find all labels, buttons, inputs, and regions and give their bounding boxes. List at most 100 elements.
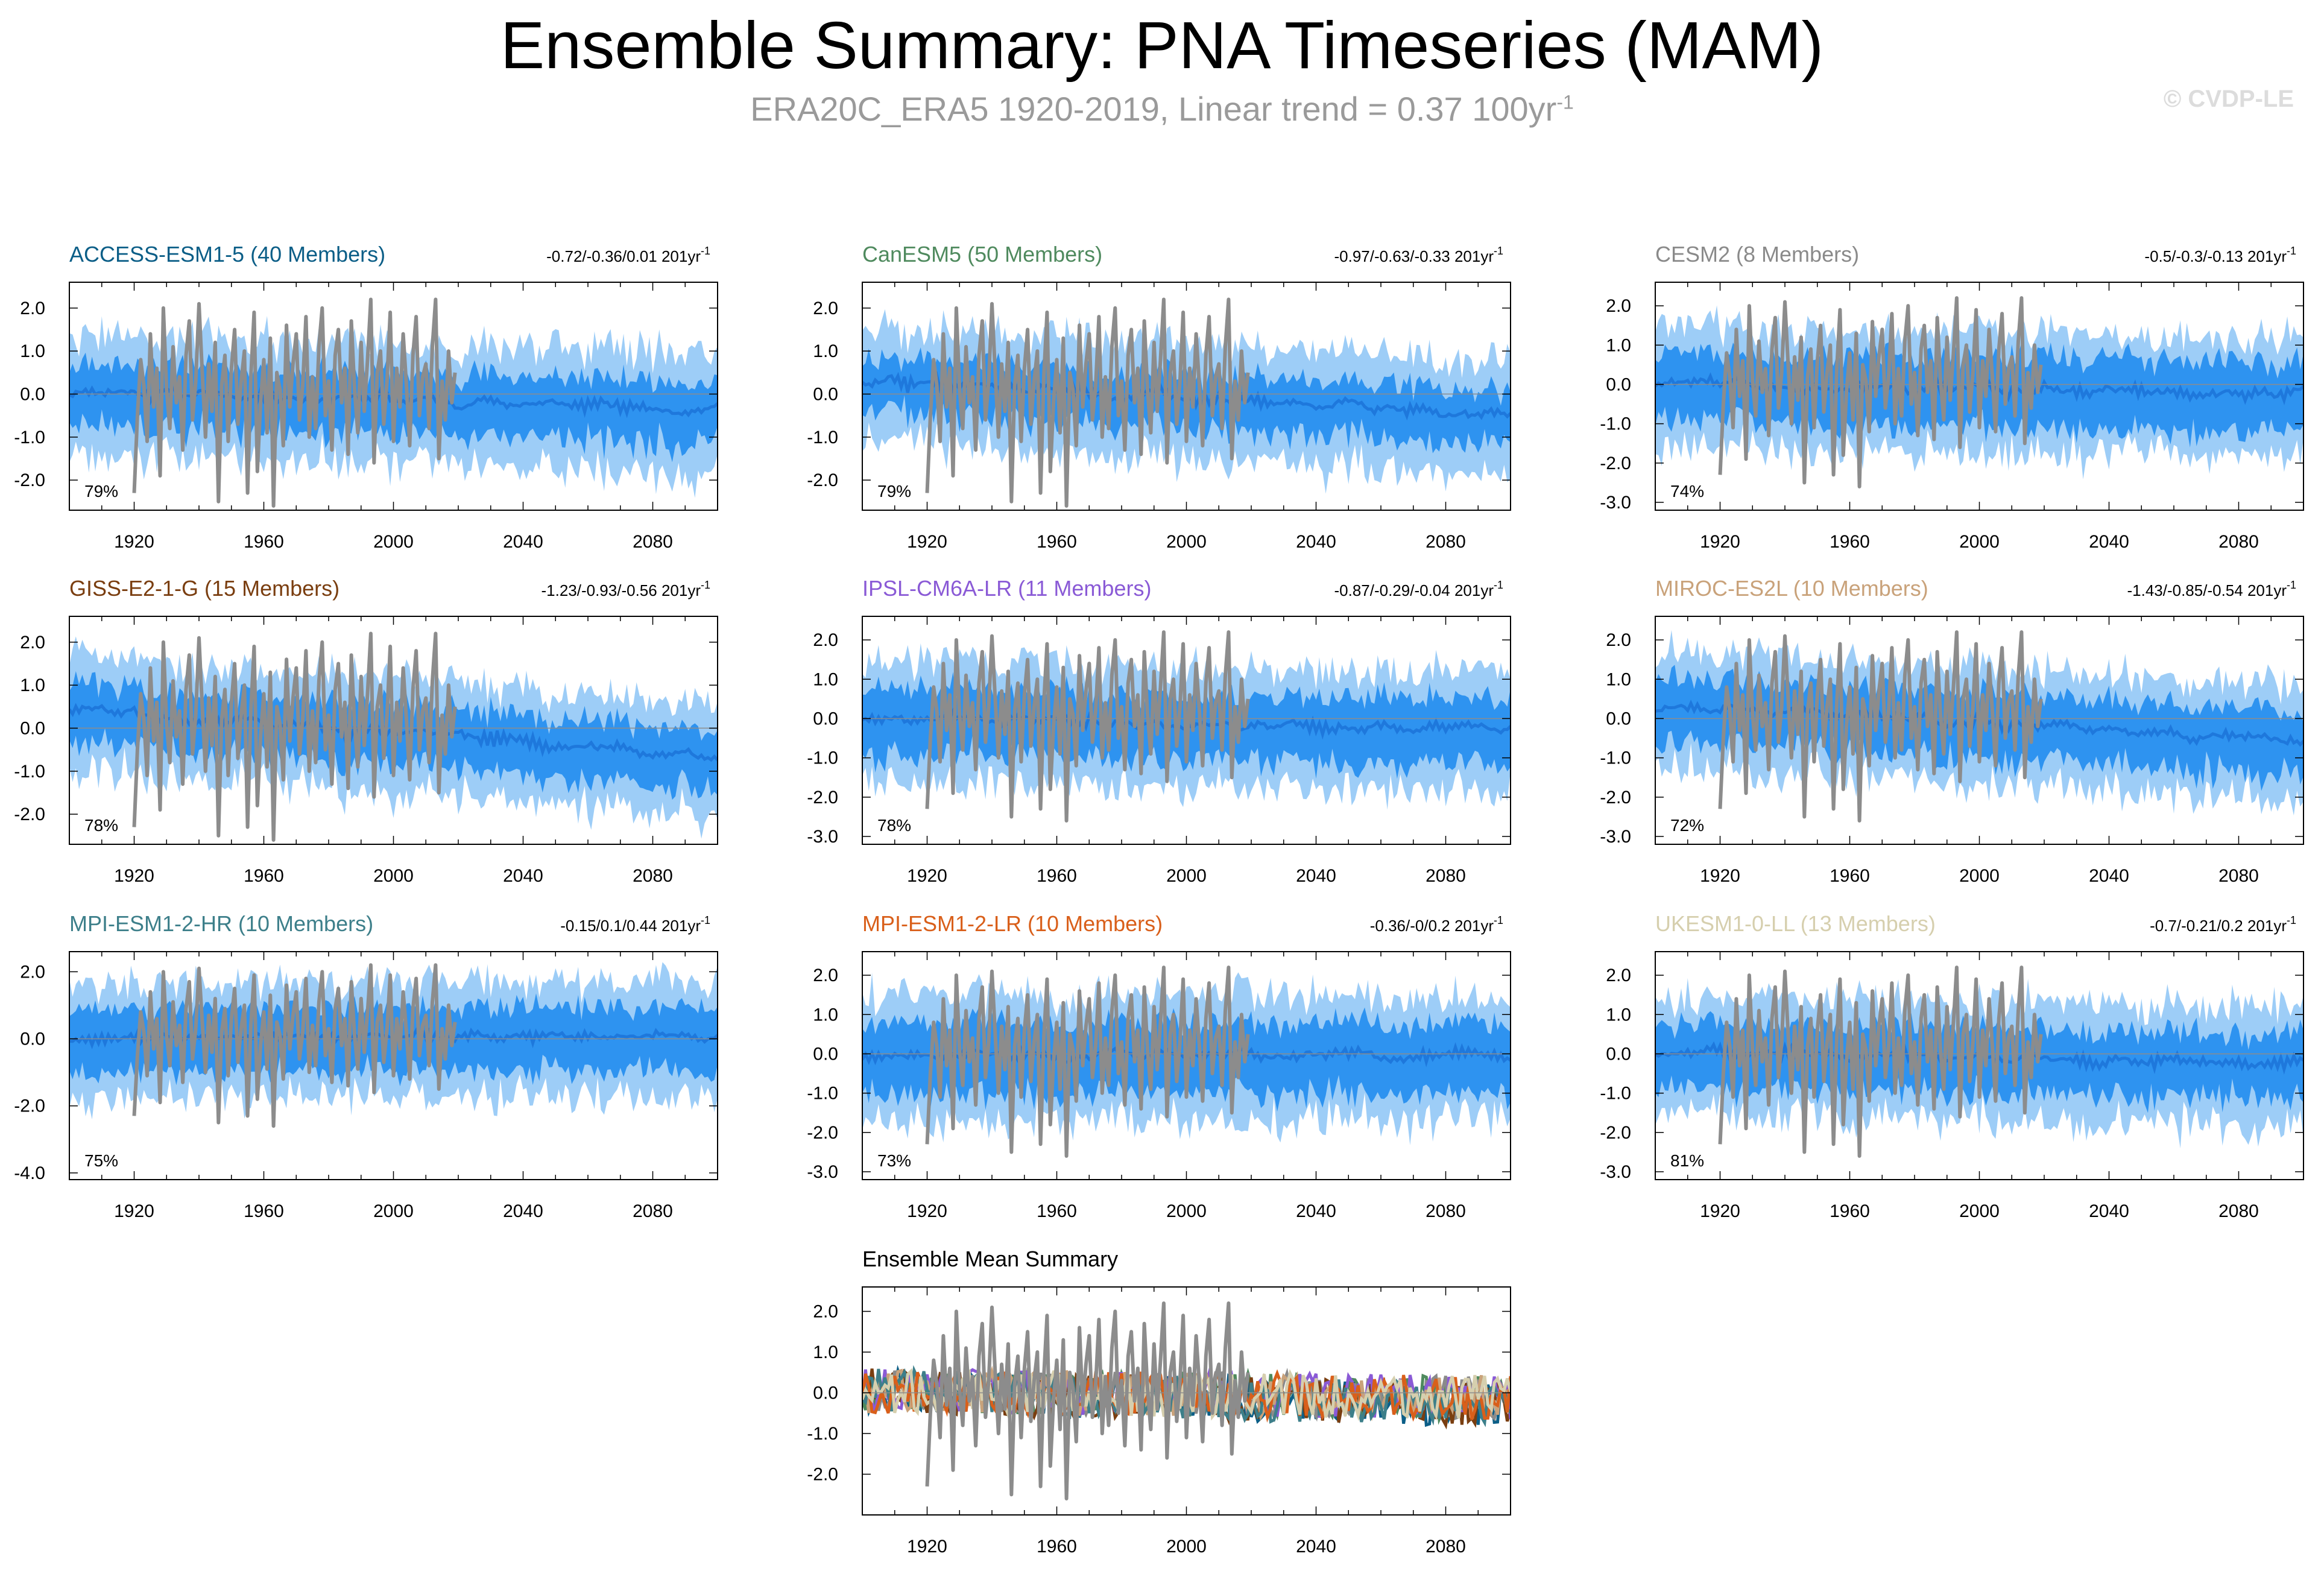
y-tick-label: -1.0 bbox=[1600, 1084, 1631, 1104]
x-tick-label: 1960 bbox=[1037, 866, 1077, 886]
panel-0: ACCESS-ESM1-5 (40 Members) -0.72/-0.36/0.… bbox=[14, 242, 718, 552]
y-tick-label: 0.0 bbox=[813, 384, 838, 404]
x-tick-label: 1920 bbox=[114, 532, 154, 552]
y-tick-label: 2.0 bbox=[813, 299, 838, 318]
trend-superscript: -1 bbox=[701, 245, 710, 257]
x-tick-label: 1960 bbox=[1037, 532, 1077, 552]
panel-title: MIROC-ES2L (10 Members) bbox=[1655, 576, 1928, 601]
x-tick-label: 2080 bbox=[1426, 1537, 1466, 1557]
x-tick-label: 2000 bbox=[1166, 866, 1207, 886]
plot-area bbox=[862, 297, 1511, 508]
x-tick-label: 1960 bbox=[244, 866, 284, 886]
y-tick-label: 1.0 bbox=[1606, 669, 1631, 689]
percent-label: 73% bbox=[877, 1151, 911, 1170]
observation-line bbox=[132, 297, 457, 508]
percent-label: 79% bbox=[877, 482, 911, 501]
x-tick-label: 1920 bbox=[1700, 866, 1740, 886]
y-tick-label: -1.0 bbox=[14, 428, 45, 447]
trend-label: -0.97/-0.63/-0.33 201yr-1 bbox=[1334, 245, 1503, 265]
y-tick-label: -2.0 bbox=[14, 804, 45, 824]
y-tick-label: 0.0 bbox=[1606, 375, 1631, 394]
y-tick-label: -2.0 bbox=[1600, 788, 1631, 808]
panel-7: MPI-ESM1-2-LR (10 Members) -0.36/-0/0.2 2… bbox=[807, 911, 1511, 1221]
x-tick-label: 1960 bbox=[1830, 1201, 1870, 1221]
y-tick-label: 1.0 bbox=[1606, 1005, 1631, 1025]
plot-area bbox=[862, 1301, 1511, 1500]
panel-2: CESM2 (8 Members) -0.5/-0.3/-0.13 201yr-1… bbox=[1600, 242, 2304, 552]
observation-line bbox=[925, 630, 1250, 823]
y-tick-label: -1.0 bbox=[807, 1424, 838, 1444]
y-tick-label: -2.0 bbox=[807, 470, 838, 490]
y-tick-label: 2.0 bbox=[20, 962, 45, 982]
plot-area bbox=[69, 297, 718, 508]
x-tick-label: 2040 bbox=[503, 1201, 543, 1221]
trend-label: -0.87/-0.29/-0.04 201yr-1 bbox=[1334, 579, 1503, 599]
y-tick-label: -3.0 bbox=[1600, 827, 1631, 847]
panel-title: ACCESS-ESM1-5 (40 Members) bbox=[69, 242, 385, 267]
trend-superscript: -1 bbox=[1494, 245, 1503, 257]
x-tick-label: 1920 bbox=[907, 1201, 947, 1221]
y-tick-label: 0.0 bbox=[20, 384, 45, 404]
subtitle-text: ERA20C_ERA5 1920-2019, Linear trend = 0.… bbox=[750, 90, 1557, 128]
figure-subtitle: ERA20C_ERA5 1920-2019, Linear trend = 0.… bbox=[0, 89, 2324, 128]
y-tick-label: 2.0 bbox=[1606, 296, 1631, 316]
panel-9: Ensemble Mean Summary 1920 1960 2000 2040 208… bbox=[807, 1247, 1511, 1557]
plot-area bbox=[1655, 630, 2303, 823]
y-tick-label: -1.0 bbox=[807, 748, 838, 768]
observation-line bbox=[925, 297, 1250, 508]
x-tick-label: 2040 bbox=[503, 866, 543, 886]
x-tick-label: 2000 bbox=[373, 1201, 414, 1221]
observation-line bbox=[925, 966, 1250, 1158]
subtitle-superscript: -1 bbox=[1556, 91, 1574, 113]
y-tick-label: -2.0 bbox=[14, 470, 45, 490]
trend-superscript: -1 bbox=[701, 579, 710, 591]
percent-label: 78% bbox=[84, 816, 118, 835]
figure-title: Ensemble Summary: PNA Timeseries (MAM) bbox=[500, 8, 1824, 83]
plot-area bbox=[69, 962, 718, 1128]
y-tick-label: 2.0 bbox=[20, 633, 45, 653]
y-tick-label: 0.0 bbox=[813, 1044, 838, 1064]
y-tick-label: -2.0 bbox=[1600, 454, 1631, 473]
y-tick-label: -3.0 bbox=[1600, 1162, 1631, 1182]
x-tick-label: 2040 bbox=[2089, 532, 2129, 552]
x-tick-label: 1960 bbox=[1037, 1201, 1077, 1221]
trend-label: -0.36/-0/0.2 201yr-1 bbox=[1370, 914, 1503, 935]
x-tick-label: 2000 bbox=[373, 532, 414, 552]
observation-line bbox=[1718, 630, 2043, 823]
y-tick-label: 1.0 bbox=[813, 669, 838, 689]
y-tick-label: -4.0 bbox=[14, 1163, 45, 1183]
observation-line bbox=[1718, 966, 2043, 1158]
x-tick-label: 2080 bbox=[633, 532, 673, 552]
observation-line bbox=[132, 631, 457, 842]
trend-superscript: -1 bbox=[1494, 579, 1503, 591]
x-tick-label: 1960 bbox=[1830, 532, 1870, 552]
x-tick-label: 1960 bbox=[1830, 866, 1870, 886]
y-tick-label: 1.0 bbox=[20, 675, 45, 695]
y-tick-label: 2.0 bbox=[813, 1302, 838, 1322]
x-tick-label: 2000 bbox=[1959, 532, 2000, 552]
y-tick-label: 1.0 bbox=[813, 1005, 838, 1025]
x-tick-label: 1920 bbox=[114, 1201, 154, 1221]
x-tick-label: 2080 bbox=[1426, 532, 1466, 552]
observation-line bbox=[132, 963, 457, 1128]
percent-label: 79% bbox=[84, 482, 118, 501]
trend-superscript: -1 bbox=[2287, 914, 2296, 926]
plot-area bbox=[1655, 296, 2303, 488]
x-tick-label: 1920 bbox=[1700, 1201, 1740, 1221]
y-tick-label: -2.0 bbox=[14, 1096, 45, 1116]
x-tick-label: 1960 bbox=[244, 1201, 284, 1221]
x-tick-label: 2040 bbox=[1296, 1537, 1336, 1557]
panel-1: CanESM5 (50 Members) -0.97/-0.63/-0.33 20… bbox=[807, 242, 1511, 552]
trend-label: -1.23/-0.93/-0.56 201yr-1 bbox=[541, 579, 710, 599]
y-tick-label: 0.0 bbox=[813, 709, 838, 729]
x-tick-label: 2080 bbox=[633, 1201, 673, 1221]
panel-title: IPSL-CM6A-LR (11 Members) bbox=[862, 576, 1151, 601]
y-tick-label: -2.0 bbox=[807, 1465, 838, 1485]
y-tick-label: -1.0 bbox=[14, 762, 45, 782]
panel-title: MPI-ESM1-2-HR (10 Members) bbox=[69, 911, 373, 936]
y-tick-label: 0.0 bbox=[1606, 709, 1631, 729]
x-tick-label: 2000 bbox=[373, 866, 414, 886]
percent-label: 78% bbox=[877, 816, 911, 835]
y-tick-label: 0.0 bbox=[20, 718, 45, 738]
y-tick-label: -1.0 bbox=[1600, 748, 1631, 768]
